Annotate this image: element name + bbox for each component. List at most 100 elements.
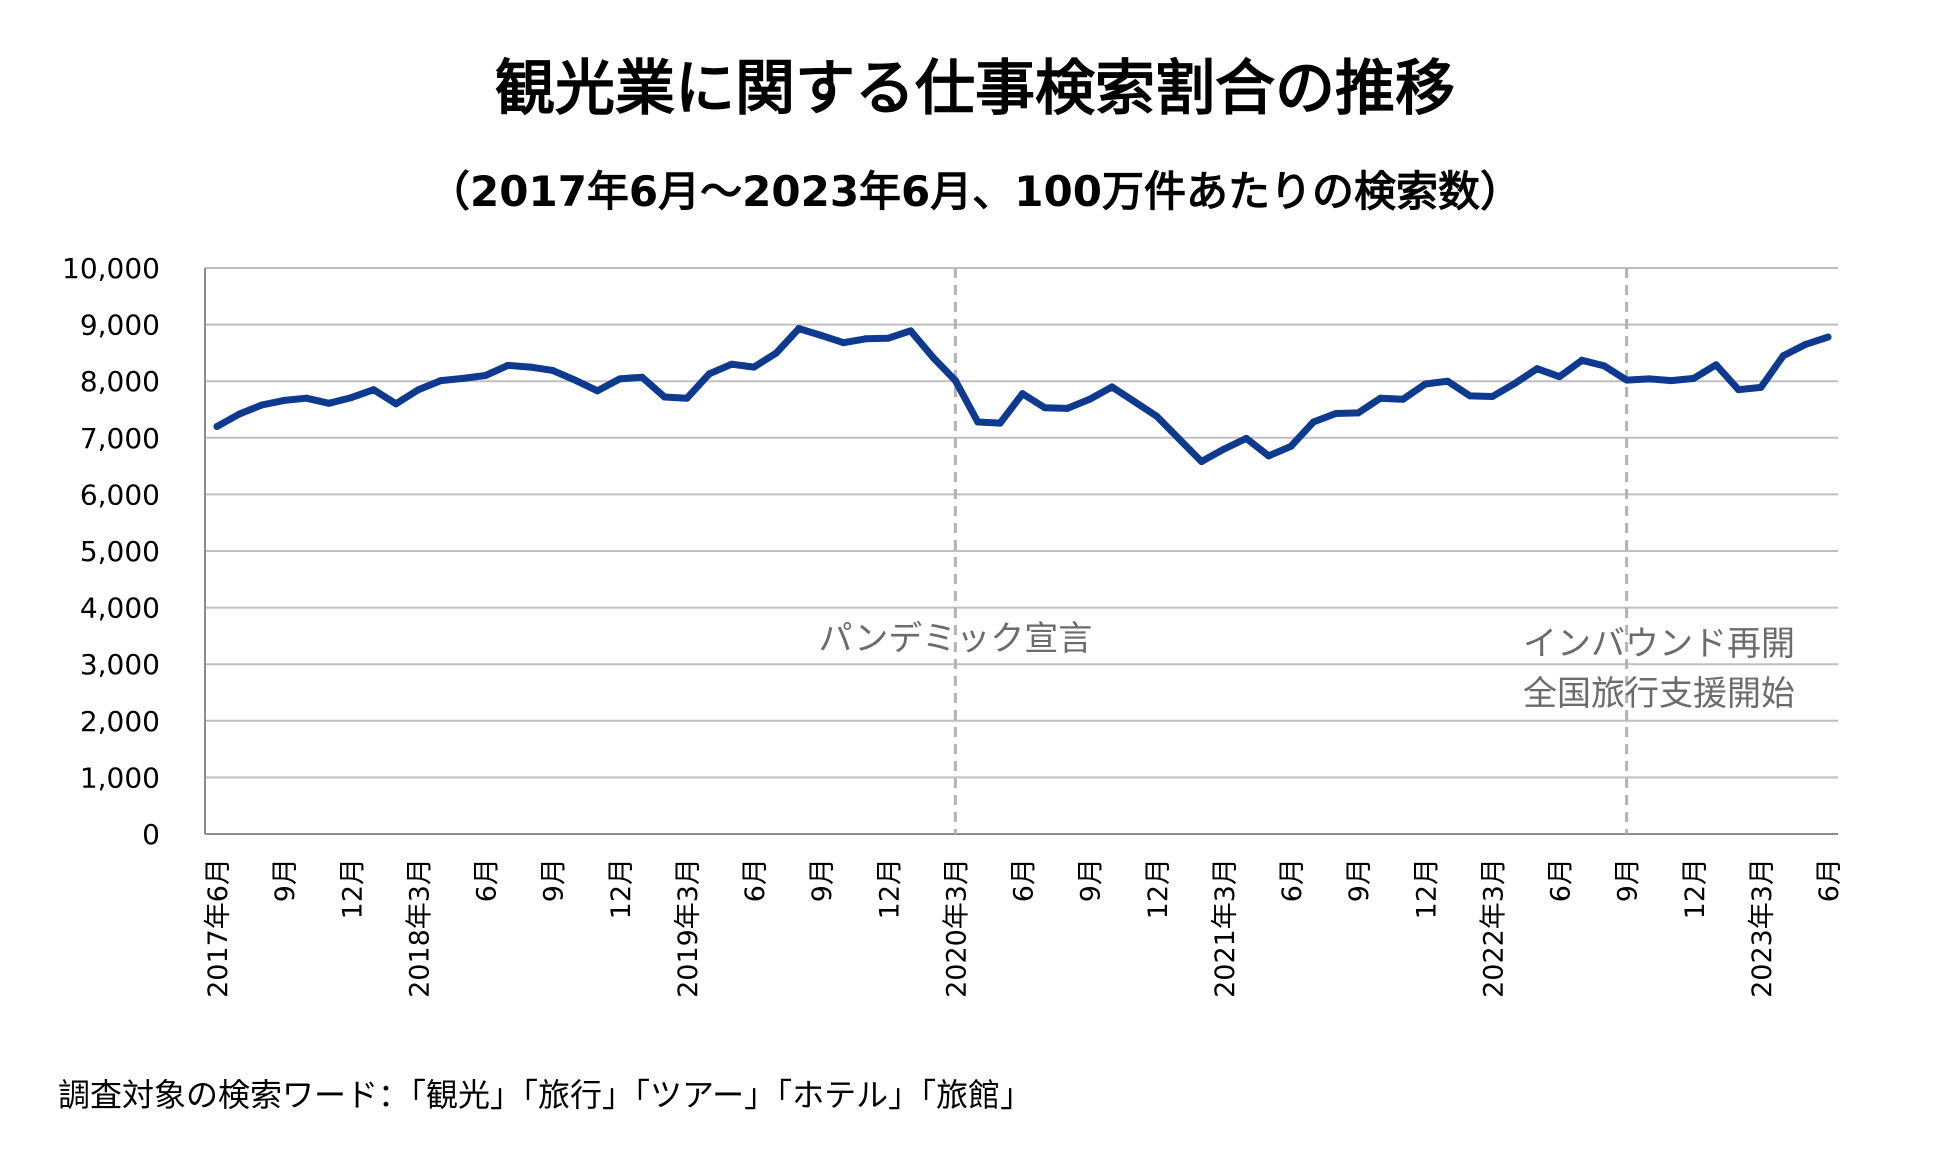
y-tick-labels: 0 1,000 2,000 3,000 4,000 5,000 6,000 7,000 8,00… (62, 252, 160, 851)
x-tick-label: 6月 (1546, 858, 1577, 902)
data-point (258, 401, 266, 409)
y-tick-label: 8,000 (80, 365, 160, 398)
x-tick-label: 2019年3月 (673, 858, 704, 998)
data-point (235, 410, 243, 418)
data-point (1220, 445, 1228, 453)
data-point (1287, 442, 1295, 450)
data-point (840, 339, 847, 347)
axes (204, 268, 1838, 835)
annotation-label: パンデミック宣言 (819, 619, 1093, 659)
data-point (325, 399, 333, 407)
x-tick-label: 6月 (1814, 858, 1845, 902)
data-point (616, 375, 624, 383)
y-tick-label: 7,000 (80, 422, 160, 455)
y-tick-label: 10,000 (62, 252, 160, 285)
x-tick-label: 6月 (740, 858, 771, 902)
y-tick-label: 4,000 (80, 592, 160, 625)
data-point (1444, 377, 1452, 385)
data-point (1600, 362, 1608, 370)
data-point (1130, 398, 1138, 406)
data-point (661, 393, 668, 401)
data-point (907, 327, 915, 335)
data-point (1645, 375, 1653, 383)
data-point (884, 334, 892, 342)
y-tick-label: 2,000 (80, 705, 160, 738)
x-tick-label: 12月 (1411, 858, 1442, 919)
y-tick-label: 6,000 (80, 478, 160, 511)
data-point (1511, 379, 1519, 387)
x-tick-label: 2017年6月 (203, 858, 234, 998)
data-point (1399, 395, 1407, 403)
data-point (1377, 394, 1384, 402)
data-point (392, 400, 400, 408)
data-point (1242, 434, 1250, 442)
x-tick-label: 9月 (1344, 858, 1375, 902)
chart-subtitle: （2017年6月～2023年6月、100万件あたりの検索数） (428, 167, 1522, 216)
x-tick-label: 12月 (874, 858, 905, 919)
data-point (728, 360, 736, 368)
x-tick-label: 12月 (337, 858, 368, 919)
data-point (526, 363, 534, 371)
data-point (1309, 418, 1317, 426)
x-tick-label: 2023年3月 (1747, 858, 1778, 998)
data-point (414, 386, 422, 394)
data-point (1265, 452, 1273, 460)
data-point (1063, 404, 1071, 412)
data-point (482, 372, 489, 380)
data-point (951, 377, 959, 385)
x-tick-label: 9月 (1076, 858, 1107, 902)
data-point (817, 331, 825, 339)
data-point (303, 394, 310, 402)
data-point (929, 353, 937, 361)
y-tick-label: 9,000 (80, 309, 160, 342)
data-point (1712, 361, 1720, 369)
data-point (1175, 435, 1183, 443)
x-tick-label: 12月 (1680, 858, 1711, 919)
x-tick-label: 9月 (270, 858, 301, 902)
data-point (750, 363, 758, 371)
data-point (1019, 390, 1026, 398)
annotation-label: インバウンド再開 (1523, 624, 1795, 664)
data-point (571, 376, 579, 384)
x-tick-label: 6月 (1277, 858, 1308, 902)
data-point (638, 373, 646, 381)
data-point (1198, 458, 1205, 466)
x-tick-label: 2022年3月 (1478, 858, 1509, 998)
data-point (683, 394, 691, 402)
data-point (280, 396, 288, 404)
x-tick-label: 6月 (1009, 858, 1040, 902)
data-point (1354, 409, 1362, 417)
x-tick-label: 9月 (1613, 858, 1644, 902)
data-point (1488, 392, 1496, 400)
x-tick-label: 6月 (472, 858, 503, 902)
data-point (862, 335, 870, 343)
gridlines (205, 267, 1838, 779)
x-tick-label: 9月 (807, 858, 838, 902)
data-point (213, 422, 221, 430)
data-point (593, 387, 601, 395)
x-tick-label: 9月 (539, 858, 570, 902)
y-tick-label: 1,000 (80, 761, 160, 794)
data-point (795, 325, 803, 333)
data-point (1108, 383, 1116, 391)
data-point (705, 370, 713, 378)
data-point (1757, 383, 1765, 391)
x-tick-labels: 2017年6月 9月 12月 2018年3月 6月 9月 12月 2019年3月 6月 9月 12月… (203, 858, 1845, 998)
data-point (1735, 386, 1742, 394)
data-point (1086, 395, 1094, 403)
data-point (459, 374, 467, 382)
data-point (437, 377, 445, 385)
x-tick-label: 12月 (606, 858, 637, 919)
data-point (549, 366, 557, 374)
data-point (370, 386, 378, 394)
data-point (772, 349, 780, 357)
data-point (1153, 412, 1161, 420)
x-tick-label: 12月 (1143, 858, 1174, 919)
data-point (1556, 373, 1563, 381)
data-point (1466, 392, 1474, 400)
y-tick-label: 0 (142, 818, 160, 851)
data-point (996, 419, 1004, 427)
x-tick-label: 2018年3月 (404, 858, 435, 998)
series-group (213, 325, 1832, 466)
